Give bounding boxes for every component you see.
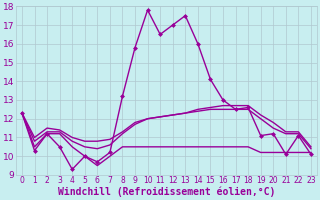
X-axis label: Windchill (Refroidissement éolien,°C): Windchill (Refroidissement éolien,°C)	[58, 187, 275, 197]
